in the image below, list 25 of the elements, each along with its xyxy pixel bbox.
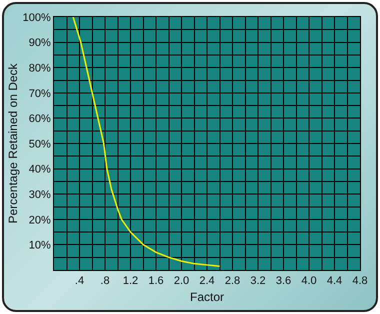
- y-tick-label: 60%: [28, 113, 52, 126]
- y-tick-label: 50%: [28, 138, 52, 150]
- x-axis-title: Factor: [190, 290, 224, 304]
- x-tick-label: 3.2: [250, 275, 266, 288]
- x-tick-label: 4.8: [352, 275, 368, 288]
- y-tick-label: 70%: [28, 88, 52, 100]
- y-axis-title: Percentage Retained on Deck: [6, 62, 20, 224]
- x-tick-label: 3.6: [276, 275, 292, 288]
- x-tick-label: 2.4: [199, 275, 215, 288]
- x-tick-label: 1.6: [148, 275, 164, 288]
- line-series: [72, 17, 220, 267]
- x-tick-label: 4.4: [326, 275, 342, 288]
- y-tick-label: 30%: [28, 188, 52, 201]
- x-tick-label: 2.8: [224, 275, 240, 288]
- y-tick-label: 100%: [22, 12, 52, 24]
- y-tick-label: 80%: [28, 62, 52, 74]
- y-tick-label: 20%: [28, 214, 52, 226]
- x-tick-label: 4.0: [301, 275, 317, 288]
- x-tick-label: 1.2: [122, 275, 138, 288]
- x-tick-label: .4: [74, 275, 84, 288]
- x-tick-label: 2.0: [174, 275, 190, 288]
- x-tick-label: .8: [100, 275, 110, 288]
- y-tick-label: 90%: [28, 37, 52, 50]
- y-tick-label: 10%: [28, 240, 52, 252]
- y-tick-label: 40%: [28, 164, 52, 176]
